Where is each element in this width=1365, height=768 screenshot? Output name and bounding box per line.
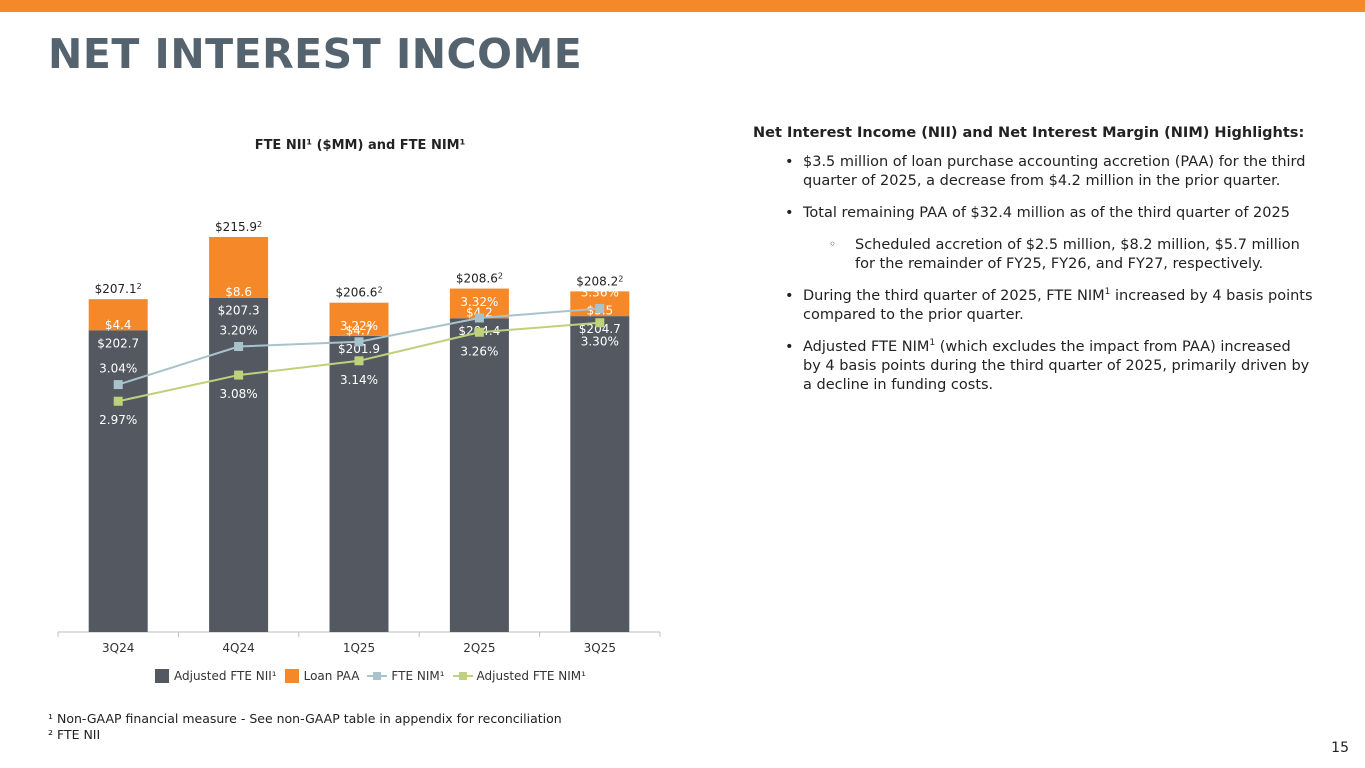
- highlight-bullet: • Adjusted FTE NIM1 (which excludes the …: [753, 338, 1313, 395]
- adjusted-fte-nim-marker: [234, 370, 244, 380]
- legend-line-blue-icon: [367, 672, 388, 680]
- fte-nim-data-label: 3.22%: [340, 319, 378, 333]
- fte-nim-data-label: 3.36%: [581, 285, 619, 299]
- data-label-loan-paa: $4.7: [346, 323, 373, 337]
- bullet-text: $3.5 million of loan purchase accounting…: [803, 154, 1306, 189]
- top-accent-bar: [0, 0, 1365, 12]
- fte-nim-marker: [234, 342, 244, 352]
- adjusted-fte-nim-marker: [474, 327, 484, 337]
- data-label-loan-paa: $4.2: [466, 306, 493, 320]
- legend-swatch-orange-icon: [284, 669, 299, 683]
- chart-legend: Adjusted FTE NII¹ Loan PAA FTE NIM¹ Adju…: [155, 669, 594, 683]
- bullet-text-post: (which excludes the impact from PAA) inc…: [803, 339, 1310, 393]
- bullet-text-pre: Adjusted FTE NIM: [803, 339, 930, 355]
- bar-loan-paa: [449, 288, 509, 319]
- adjusted-fte-nim-marker: [113, 396, 123, 406]
- data-label-total: $207.12: [95, 282, 142, 296]
- data-label-adjusted-fte-nii: $202.7: [97, 336, 139, 350]
- legend-label: Adjusted FTE NII¹: [174, 669, 277, 683]
- page-title: NET INTEREST INCOME: [48, 30, 583, 78]
- x-tick-label: 2Q25: [463, 641, 495, 655]
- adjusted-fte-nim-data-label: 3.30%: [581, 335, 619, 349]
- highlight-bullet: • During the third quarter of 2025, FTE …: [753, 287, 1313, 325]
- legend-label: Adjusted FTE NIM¹: [476, 669, 586, 683]
- data-label-loan-paa: $8.6: [225, 285, 252, 299]
- x-tick-label: 4Q24: [222, 641, 254, 655]
- bullet-text-post: increased by 4 basis points compared to …: [803, 288, 1313, 323]
- legend-label: Loan PAA: [303, 669, 360, 683]
- legend-label: FTE NIM¹: [391, 669, 445, 683]
- bullet-icon: •: [785, 205, 794, 221]
- legend-item-fte-nim: FTE NIM¹: [367, 669, 445, 683]
- bullet-text-pre: During the third quarter of 2025, FTE NI…: [803, 288, 1105, 304]
- bullet-icon: •: [785, 288, 794, 304]
- footnote-1: ¹ Non-GAAP financial measure - See non-G…: [48, 711, 562, 726]
- bar-adjusted-fte-nii: [449, 318, 509, 632]
- highlight-bullet: • Total remaining PAA of $32.4 million a…: [753, 204, 1313, 223]
- x-tick-label: 1Q25: [343, 641, 375, 655]
- footnote-ref: 1: [929, 338, 936, 349]
- data-label-total: $215.92: [215, 220, 262, 234]
- fte-nim-marker: [595, 303, 605, 313]
- legend-swatch-dark-icon: [155, 669, 169, 683]
- bar-loan-paa: [329, 302, 389, 336]
- data-label-adjusted-fte-nii: $201.9: [338, 342, 380, 356]
- data-label-total: $206.62: [335, 286, 382, 300]
- footnote-ref: 1: [1104, 287, 1111, 298]
- bar-loan-paa: [209, 236, 269, 298]
- highlight-sub-bullet: ◦ Scheduled accretion of $2.5 million, $…: [753, 236, 1313, 274]
- adjusted-fte-nim-marker: [354, 356, 364, 366]
- bullet-icon: •: [785, 154, 794, 170]
- footnote-2: ² FTE NII: [48, 727, 101, 742]
- fte-nim-data-label: 3.20%: [220, 324, 258, 338]
- footnotes: ¹ Non-GAAP financial measure - See non-G…: [48, 711, 562, 743]
- chart-title: FTE NII¹ ($MM) and FTE NIM¹: [254, 138, 466, 153]
- data-label-adjusted-fte-nii: $207.3: [218, 304, 260, 318]
- fte-nim-marker: [354, 337, 364, 347]
- page-number: 15: [1331, 740, 1349, 756]
- legend-line-green-icon: [452, 672, 473, 680]
- highlight-bullet: • $3.5 million of loan purchase accounti…: [753, 153, 1313, 191]
- nii-chart: $202.7 $4.4 $207.12 3Q24 $207.3 $8.6 $215.92 4Q…: [57, 220, 661, 655]
- x-tick-label: 3Q24: [102, 641, 134, 655]
- data-label-adjusted-fte-nii: $204.7: [579, 322, 621, 336]
- sub-bullet-text: Scheduled accretion of $2.5 million, $8.…: [855, 237, 1300, 272]
- legend-item-adjusted-fte-nii: Adjusted FTE NII¹: [155, 669, 277, 683]
- adjusted-fte-nim-data-label: 2.97%: [99, 413, 137, 427]
- fte-nim-marker: [474, 313, 484, 323]
- bar-adjusted-fte-nii: [329, 335, 389, 632]
- adjusted-fte-nim-data-label: 3.26%: [460, 344, 498, 358]
- data-label-loan-paa: $4.4: [105, 318, 132, 332]
- data-label-total: $208.22: [576, 274, 623, 288]
- fte-nim-marker: [113, 380, 123, 390]
- legend-item-loan-paa: Loan PAA: [284, 669, 360, 683]
- bar-adjusted-fte-nii: [570, 316, 630, 632]
- fte-nim-data-label: 3.32%: [460, 295, 498, 309]
- sub-bullet-icon: ◦: [829, 237, 837, 251]
- fte-nim-data-label: 3.04%: [99, 362, 137, 376]
- bullet-icon: •: [785, 339, 794, 355]
- bar-loan-paa: [88, 299, 148, 331]
- adjusted-fte-nim-marker: [595, 318, 605, 328]
- legend-item-adjusted-fte-nim: Adjusted FTE NIM¹: [452, 669, 586, 683]
- highlights-panel: Net Interest Income (NII) and Net Intere…: [753, 124, 1313, 408]
- bullet-text: Total remaining PAA of $32.4 million as …: [803, 205, 1290, 221]
- adjusted-fte-nim-data-label: 3.14%: [340, 373, 378, 387]
- data-label-total: $208.62: [456, 272, 503, 286]
- adjusted-fte-nim-data-label: 3.08%: [220, 387, 258, 401]
- x-tick-label: 3Q25: [584, 641, 616, 655]
- highlights-title: Net Interest Income (NII) and Net Intere…: [753, 125, 1305, 141]
